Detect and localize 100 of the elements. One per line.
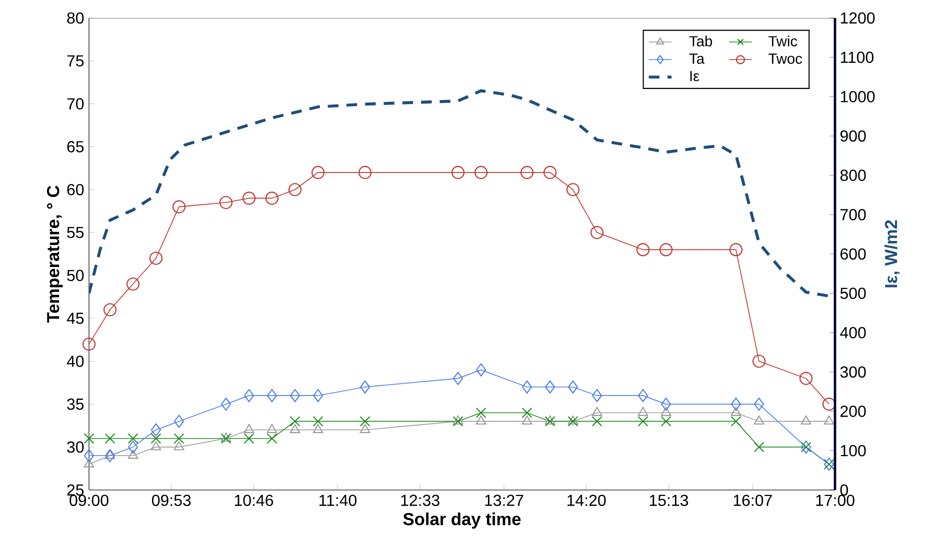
point	[244, 389, 254, 402]
point	[592, 389, 602, 402]
point	[360, 416, 370, 427]
point	[312, 424, 324, 434]
point	[104, 449, 116, 462]
y2-tick-label: 700	[840, 208, 866, 220]
y-tick-label: 55	[67, 226, 84, 238]
y2-tick-label: 1100	[840, 52, 874, 63]
point	[288, 183, 302, 196]
y-tick-label: 70	[67, 98, 84, 110]
point	[754, 442, 764, 452]
x-tick-label: 09:00	[70, 494, 108, 506]
point	[638, 389, 648, 402]
y2-tick-label: 300	[840, 366, 866, 378]
point	[150, 423, 161, 436]
y2-tick-label: 600	[840, 248, 866, 260]
point	[730, 416, 742, 427]
legend-label: Twic	[768, 36, 798, 46]
point	[128, 450, 138, 459]
point	[174, 433, 184, 444]
point	[82, 338, 96, 351]
x-tick-label: 10:46	[234, 494, 274, 506]
point	[522, 408, 532, 418]
point	[290, 389, 300, 402]
point	[638, 406, 648, 416]
y2-tick-label: 1200	[840, 12, 875, 24]
point	[174, 441, 184, 450]
y-tick-label: 30	[67, 441, 84, 453]
x-axis-title: Solar day time	[403, 512, 521, 529]
y2-tick-label: 200	[840, 406, 866, 417]
point	[150, 441, 162, 450]
point	[149, 252, 162, 265]
y-tick-label: 50	[67, 270, 84, 282]
point	[543, 166, 557, 179]
point	[730, 406, 742, 416]
point	[474, 166, 488, 179]
point	[451, 166, 465, 179]
point	[522, 415, 532, 425]
point	[265, 192, 278, 205]
y2-tick-label: 400	[840, 326, 866, 338]
point	[544, 380, 556, 394]
y-tick-label: 35	[67, 398, 84, 410]
x-tick-label: 13:27	[485, 494, 524, 506]
y2-axis-title: Iε, W/m2	[884, 220, 900, 288]
x-tick-label: 11:40	[319, 494, 356, 506]
point	[659, 243, 673, 256]
point	[266, 433, 278, 444]
point	[128, 433, 138, 444]
legend-label: Ta	[689, 54, 704, 64]
point	[592, 416, 602, 427]
point	[84, 458, 94, 468]
point	[84, 449, 94, 462]
point	[730, 398, 742, 411]
point	[660, 406, 672, 416]
x-tick-label: 16:07	[734, 494, 772, 506]
point	[568, 380, 578, 394]
legend-label: Tab	[689, 36, 712, 46]
y-axis-title: Temperature, ° C	[46, 186, 63, 323]
x-tick-label: 15:13	[650, 494, 688, 506]
point	[522, 380, 532, 394]
y2-tick-label: 1000	[840, 90, 875, 102]
point	[729, 243, 743, 256]
point	[824, 415, 834, 425]
point	[800, 415, 812, 425]
point	[360, 380, 370, 394]
point	[754, 398, 764, 411]
point	[174, 414, 184, 428]
point	[636, 243, 650, 256]
x-tick-label: 12:33	[401, 494, 440, 506]
y-tick-label: 60	[67, 184, 84, 196]
y-tick-label: 25	[67, 484, 84, 496]
y-tick-label: 45	[66, 312, 84, 324]
point	[752, 354, 766, 368]
point	[290, 416, 300, 427]
x-tick-label: 14:20	[568, 494, 606, 506]
y2-tick-label: 0	[840, 484, 848, 496]
y2-tick-label: 900	[840, 130, 866, 142]
point	[566, 183, 580, 196]
y2-tick-label: 800	[840, 170, 866, 181]
point	[822, 398, 836, 411]
point	[592, 406, 602, 416]
point	[172, 200, 186, 214]
point	[799, 372, 813, 385]
point	[103, 303, 117, 316]
point	[754, 415, 764, 425]
point	[126, 277, 140, 291]
y-tick-label: 80	[67, 12, 84, 24]
point	[266, 424, 278, 434]
point	[244, 424, 254, 434]
point	[244, 433, 254, 444]
point	[476, 415, 486, 425]
y2-tick-label: 500	[840, 288, 866, 299]
point	[590, 226, 604, 240]
point	[476, 408, 486, 418]
point	[312, 389, 324, 402]
legend-label: Iε	[690, 71, 700, 82]
point	[452, 372, 464, 385]
y-tick-label: 65	[67, 141, 84, 152]
point	[220, 398, 232, 411]
point	[104, 433, 116, 444]
